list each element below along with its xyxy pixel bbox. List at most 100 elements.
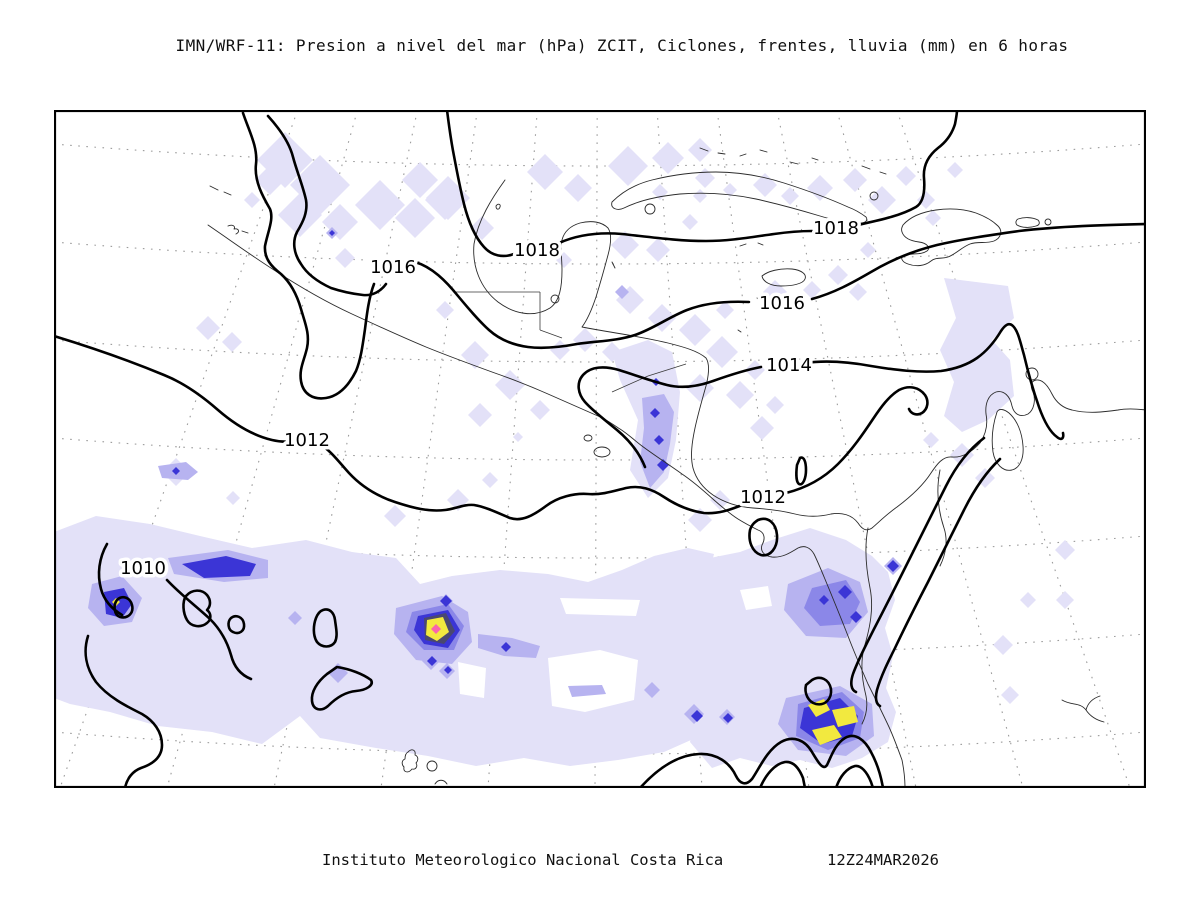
rain-shading-layer xyxy=(56,132,1075,768)
small-island xyxy=(1044,218,1052,226)
rain-medium xyxy=(568,685,606,697)
rain-deep xyxy=(427,656,437,666)
rain-light xyxy=(384,505,406,527)
hispaniola xyxy=(901,208,1002,267)
isobar-1012-west xyxy=(56,335,297,443)
rain-deep xyxy=(819,595,829,605)
closed-low-panama xyxy=(748,517,779,557)
rain-light xyxy=(244,192,260,208)
rain-light xyxy=(652,142,684,174)
coast-pacific-centralamerica xyxy=(207,224,906,786)
isobar-value-label: 1012 xyxy=(284,430,330,451)
rain-gap xyxy=(560,598,640,616)
rain-light xyxy=(917,191,935,209)
rain-light xyxy=(56,516,718,766)
rain-light xyxy=(706,336,738,368)
rain-light xyxy=(395,198,435,238)
rain-medium xyxy=(615,285,629,299)
rain-light xyxy=(355,180,405,230)
isobar-colombia-coast-b xyxy=(874,457,1002,708)
rain-light xyxy=(688,138,712,162)
rain-gap xyxy=(740,586,772,610)
orographic-contours-inner-b xyxy=(835,764,874,786)
mexico-islets xyxy=(209,185,616,269)
rain-gap xyxy=(548,650,638,712)
rain-light xyxy=(803,281,821,299)
rain-light xyxy=(753,173,777,197)
rain-light xyxy=(695,168,715,188)
rain-light xyxy=(513,432,523,442)
rain-deep xyxy=(501,642,511,652)
rain-light xyxy=(556,252,572,268)
rain-light xyxy=(482,472,498,488)
puerto-rico xyxy=(1015,217,1040,228)
footer-valid-time: 12Z24MAR2026 xyxy=(827,851,939,869)
rain-light xyxy=(781,187,799,205)
map-title: IMN/WRF-11: Presion a nivel del mar (hPa… xyxy=(175,36,1069,55)
rain-light xyxy=(608,146,648,186)
isobar-trough-inner xyxy=(266,114,388,297)
footer-institution: Instituto Meteorologico Nacional Costa R… xyxy=(322,851,724,869)
rain-light xyxy=(710,490,730,510)
isobar-1012-mid xyxy=(318,442,756,521)
map-frame xyxy=(54,110,1146,788)
rain-deep xyxy=(444,666,452,674)
closed-low-1 xyxy=(113,595,134,619)
rain-light xyxy=(726,381,754,409)
rain-light xyxy=(461,341,489,369)
rain-deep xyxy=(691,710,703,722)
rain-deep xyxy=(172,467,180,475)
rain-light xyxy=(1056,591,1074,609)
rain-deep xyxy=(887,560,899,572)
rain-deep xyxy=(182,556,256,578)
rain-light xyxy=(530,400,550,420)
isobar-value-label: 1012 xyxy=(740,487,786,508)
rain-light xyxy=(646,238,670,262)
rain-light xyxy=(950,443,974,467)
rain-light xyxy=(322,204,358,240)
rain-heavy xyxy=(812,725,842,745)
rain-deep xyxy=(440,595,452,607)
isobar-labels: 1016 1018 1018 1016 1014 1012 1012 1010 xyxy=(117,215,863,583)
lake-maracaibo xyxy=(991,409,1024,471)
closed-low-2 xyxy=(182,589,212,628)
rain-light xyxy=(849,283,867,301)
great-inagua xyxy=(869,191,879,201)
rain-light xyxy=(807,175,833,201)
rain-heavy xyxy=(832,706,858,727)
rain-light xyxy=(1020,592,1036,608)
cuba xyxy=(611,171,868,224)
weather-map: 1016 1018 1018 1016 1014 1012 1012 1010 xyxy=(54,110,1146,788)
isla-juventud xyxy=(644,203,656,215)
coastlines-layer xyxy=(207,147,1144,786)
rain-light xyxy=(255,165,285,195)
orographic-contours-inner-a xyxy=(759,760,806,786)
closed-low-5 xyxy=(310,665,373,711)
closed-lens xyxy=(795,456,808,486)
rain-light xyxy=(723,183,737,197)
closed-low-colombia xyxy=(804,676,833,706)
closed-low-3 xyxy=(227,614,246,635)
rain-light xyxy=(860,242,876,258)
rain-light xyxy=(693,189,707,203)
rain-light xyxy=(573,328,597,352)
rain-light xyxy=(682,214,698,230)
rain-light xyxy=(278,193,322,237)
rain-light xyxy=(436,301,454,319)
rain-light xyxy=(564,174,592,202)
isobar-1010-east xyxy=(165,578,253,681)
venezuela-border xyxy=(937,469,947,567)
rain-light xyxy=(527,154,563,190)
rain-light xyxy=(923,432,939,448)
rain-light xyxy=(940,278,1014,432)
lake-managua xyxy=(583,434,593,442)
rain-light xyxy=(226,491,240,505)
isobar-1014-west xyxy=(577,365,763,469)
rain-light xyxy=(716,301,734,319)
rain-deep xyxy=(838,585,852,599)
guatemala-borders xyxy=(455,291,687,393)
rain-gap xyxy=(458,662,486,698)
lake-nicaragua xyxy=(593,446,611,458)
rain-light xyxy=(402,162,438,198)
rain-light xyxy=(222,332,242,352)
